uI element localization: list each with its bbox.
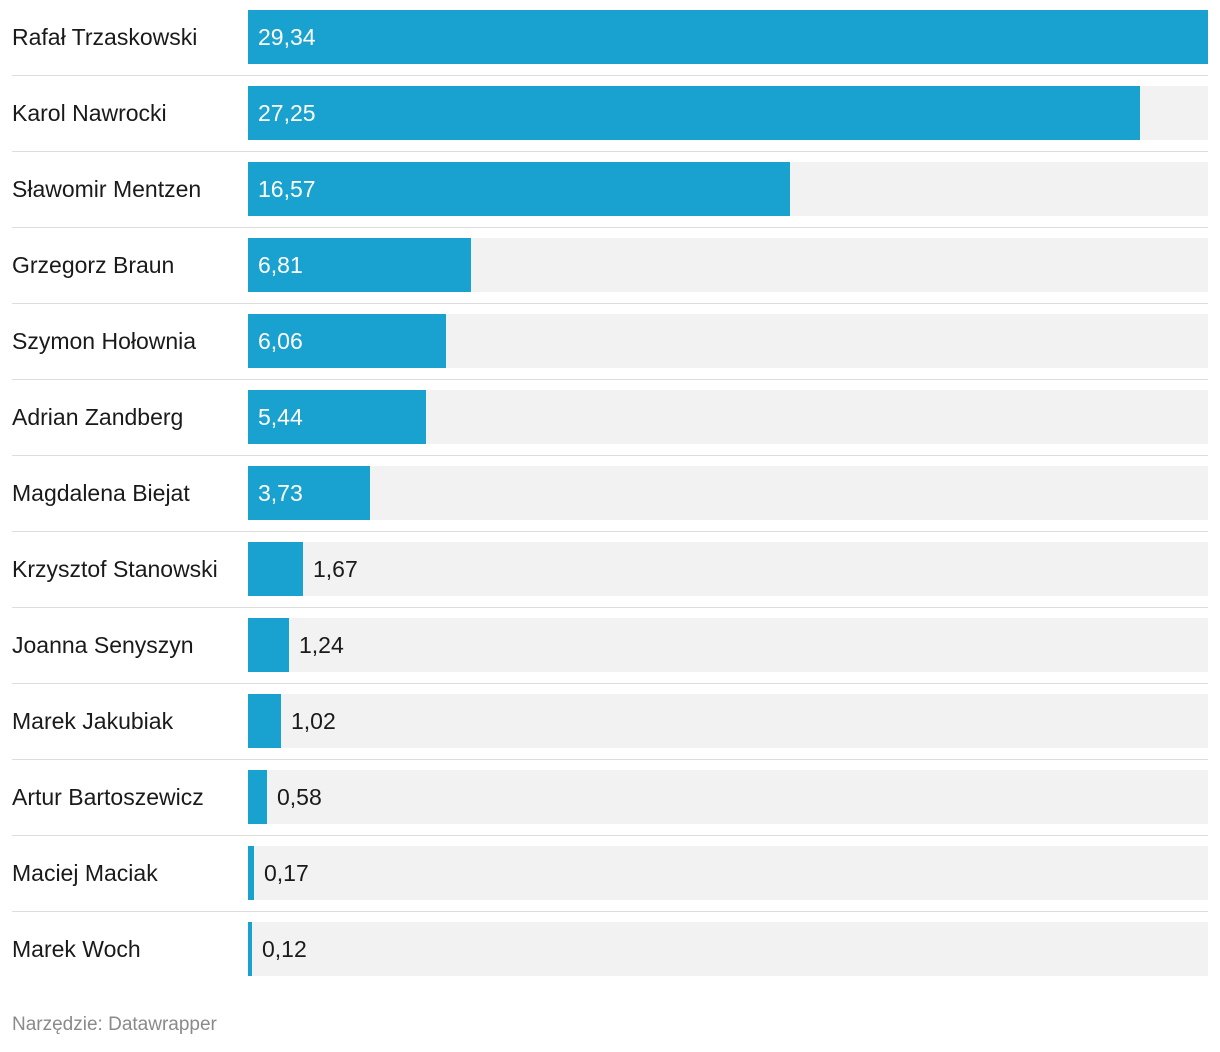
bar-track: 29,34 [248,10,1208,64]
bar [248,770,267,824]
value-label: 29,34 [258,24,316,50]
bar-row: Marek Woch 0,12 [0,922,1220,976]
bar [248,162,790,216]
bar-row: Joanna Senyszyn 1,24 [0,618,1220,672]
bar [248,922,252,976]
bar-row: Maciej Maciak 0,17 [0,846,1220,900]
bar-track: 1,02 [248,694,1208,748]
row-separator [12,531,1208,532]
bar-row: Artur Bartoszewicz 0,58 [0,770,1220,824]
value-label: 16,57 [258,176,316,202]
category-label: Marek Jakubiak [12,708,174,734]
bar-row: Magdalena Biejat 3,73 [0,466,1220,520]
bar [248,542,303,596]
bar-row: Rafał Trzaskowski 29,34 [0,10,1220,64]
bar-row: Grzegorz Braun 6,81 [0,238,1220,292]
bar-row: Karol Nawrocki 27,25 [0,86,1220,140]
value-label: 1,67 [313,556,358,582]
value-label: 1,02 [291,708,336,734]
bar-track: 27,25 [248,86,1208,140]
bar [248,694,281,748]
bar-track: 16,57 [248,162,1208,216]
bar [248,314,446,368]
category-label: Szymon Hołownia [12,328,197,354]
row-separator [12,379,1208,380]
bar-track: 0,58 [248,770,1208,824]
category-label: Marek Woch [12,936,141,962]
category-label: Rafał Trzaskowski [12,24,198,50]
bar-track: 0,12 [248,922,1208,976]
row-separator [12,75,1208,76]
value-label: 27,25 [258,100,316,126]
bar [248,238,471,292]
bar [248,390,426,444]
category-label: Sławomir Mentzen [12,176,202,202]
value-label: 6,81 [258,252,303,278]
value-label: 0,12 [262,936,307,962]
value-label: 1,24 [299,632,344,658]
row-separator [12,835,1208,836]
category-label: Magdalena Biejat [12,480,190,506]
bar-track: 0,17 [248,846,1208,900]
bar-row: Marek Jakubiak 1,02 [0,694,1220,748]
bar [248,466,370,520]
row-separator [12,455,1208,456]
bar [248,846,254,900]
row-separator [12,759,1208,760]
bar-track: 1,67 [248,542,1208,596]
source-credit: Narzędzie: Datawrapper [12,1014,217,1035]
category-label: Adrian Zandberg [12,404,184,430]
value-label: 5,44 [258,404,303,430]
bar [248,10,1208,64]
category-label: Karol Nawrocki [12,100,167,126]
value-label: 6,06 [258,328,303,354]
value-label: 3,73 [258,480,303,506]
bar-track: 1,24 [248,618,1208,672]
row-separator [12,303,1208,304]
bar [248,618,289,672]
value-label: 0,58 [277,784,322,810]
bar-track: 6,06 [248,314,1208,368]
category-label: Joanna Senyszyn [12,632,194,658]
bar-row: Adrian Zandberg 5,44 [0,390,1220,444]
category-label: Grzegorz Braun [12,252,175,278]
row-separator [12,227,1208,228]
bar [248,86,1140,140]
bar-row: Sławomir Mentzen 16,57 [0,162,1220,216]
row-separator [12,911,1208,912]
bar-track: 5,44 [248,390,1208,444]
category-label: Maciej Maciak [12,860,158,886]
bar-row: Szymon Hołownia 6,06 [0,314,1220,368]
row-separator [12,151,1208,152]
row-separator [12,607,1208,608]
row-separator [12,683,1208,684]
bar-track: 6,81 [248,238,1208,292]
category-label: Krzysztof Stanowski [12,556,218,582]
bar-row: Krzysztof Stanowski 1,67 [0,542,1220,596]
bar-chart: Rafał Trzaskowski 29,34 Karol Nawrocki 27,2… [0,10,1220,976]
value-label: 0,17 [264,860,309,886]
bar-track: 3,73 [248,466,1208,520]
category-label: Artur Bartoszewicz [12,784,204,810]
